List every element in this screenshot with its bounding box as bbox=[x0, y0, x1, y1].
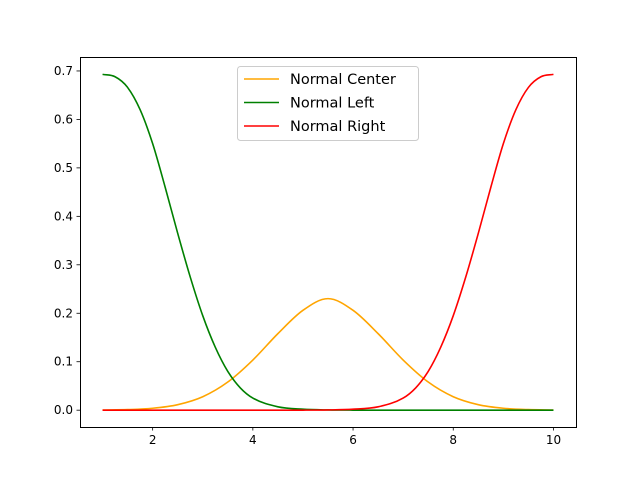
x-tick-label: 2 bbox=[149, 433, 157, 447]
axes-frame bbox=[80, 57, 577, 428]
x-axis-ticks: 2 4 6 8 10 bbox=[149, 427, 561, 447]
series-line-3 bbox=[102, 73, 554, 411]
legend-box bbox=[237, 66, 419, 141]
legend: Normal Center Normal Left Normal Right bbox=[237, 66, 419, 141]
legend-label-2: Normal Left bbox=[290, 96, 375, 112]
plot-lines bbox=[102, 73, 554, 411]
y-tick-label: 0.5 bbox=[54, 161, 73, 175]
y-tick-label: 0.3 bbox=[54, 258, 73, 272]
series-line-2 bbox=[102, 73, 554, 411]
x-tick-label: 6 bbox=[349, 433, 357, 447]
y-tick-label: 0.0 bbox=[54, 403, 73, 417]
x-tick-label: 8 bbox=[449, 433, 457, 447]
y-tick-label: 0.4 bbox=[54, 209, 73, 223]
legend-label-3: Normal Right bbox=[290, 119, 386, 135]
y-tick-label: 0.1 bbox=[54, 355, 73, 369]
y-tick-label: 0.7 bbox=[54, 64, 73, 78]
y-tick-label: 0.2 bbox=[54, 306, 73, 320]
legend-label-1: Normal Center bbox=[290, 72, 396, 88]
y-axis-ticks: 0.0 0.1 0.2 0.3 0.4 0.5 0.6 0.7 bbox=[54, 64, 80, 417]
y-tick-label: 0.6 bbox=[54, 112, 73, 126]
series-line-1 bbox=[102, 297, 554, 411]
x-tick-label: 10 bbox=[546, 433, 561, 447]
x-tick-label: 4 bbox=[249, 433, 257, 447]
